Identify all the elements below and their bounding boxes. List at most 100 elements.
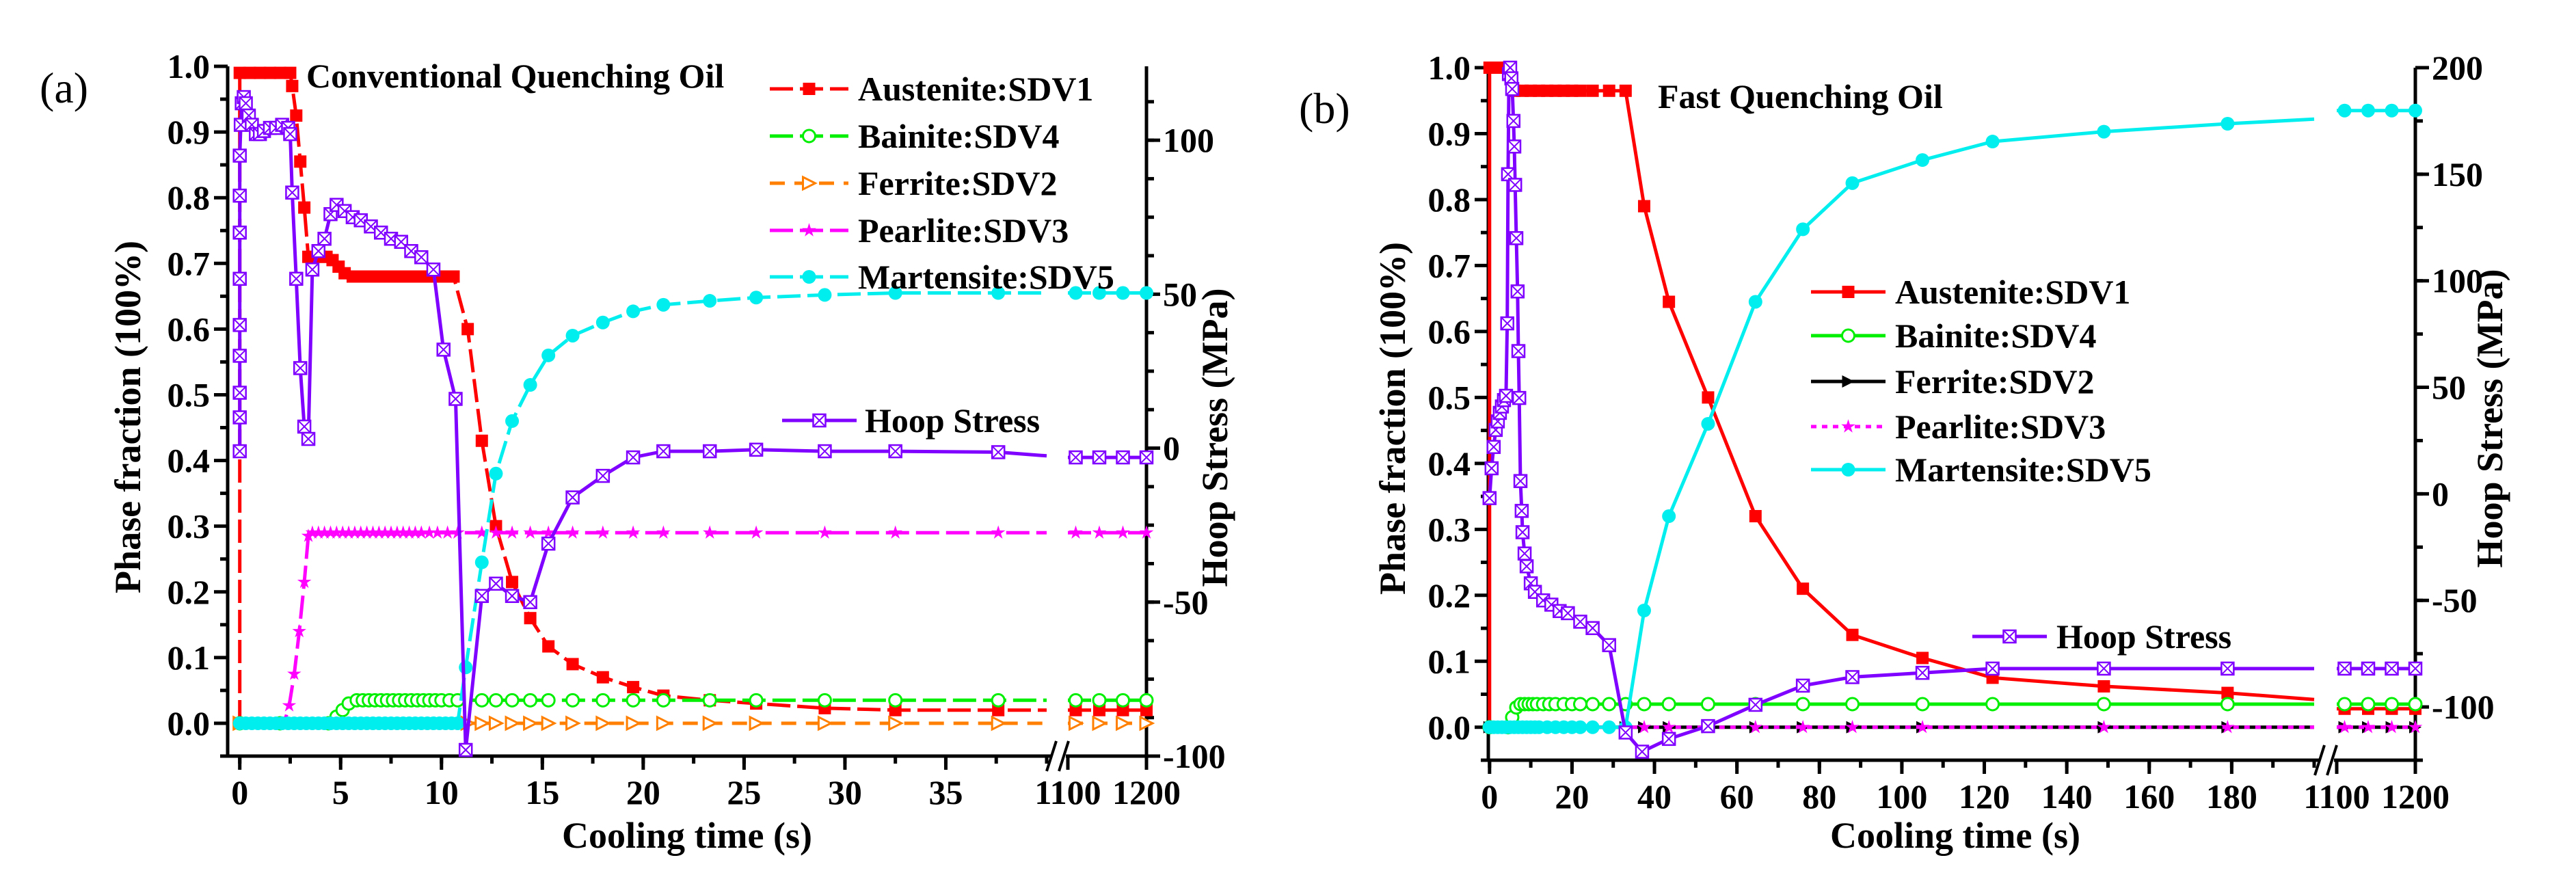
legend-label: Pearlite:SDV3 bbox=[1895, 407, 2106, 446]
data-point bbox=[749, 715, 765, 731]
data-point bbox=[1916, 652, 1929, 664]
data-point bbox=[301, 431, 316, 446]
marker-cross bbox=[1512, 344, 1525, 358]
data-point bbox=[1139, 715, 1155, 731]
y-tick-label: 0.4 bbox=[1428, 444, 1471, 483]
data-point bbox=[523, 525, 537, 539]
data-point bbox=[565, 525, 580, 539]
data-point bbox=[991, 445, 1006, 459]
marker-cross bbox=[1483, 491, 1497, 505]
y-tick-label: 0.3 bbox=[1428, 510, 1471, 548]
data-point bbox=[505, 589, 520, 604]
data-point bbox=[239, 96, 253, 111]
x-tick-label: 0 bbox=[231, 773, 248, 811]
marker-cross bbox=[475, 589, 489, 603]
marker-cross bbox=[283, 127, 297, 141]
marker-cross bbox=[232, 272, 247, 286]
data-point bbox=[364, 219, 378, 234]
data-point bbox=[1795, 720, 1810, 734]
data-point bbox=[1845, 670, 1860, 684]
data-point bbox=[1505, 81, 1520, 96]
data-point bbox=[1585, 621, 1600, 636]
y2-tick-label: 150 bbox=[2432, 155, 2483, 193]
data-point bbox=[1069, 450, 1083, 465]
data-point bbox=[1662, 509, 1676, 524]
marker-cross bbox=[1916, 666, 1929, 680]
data-point bbox=[396, 525, 410, 539]
data-point bbox=[1069, 703, 1082, 716]
marker-cross bbox=[1508, 178, 1522, 192]
marker-cross bbox=[317, 232, 332, 245]
data-point bbox=[461, 323, 474, 336]
data-point bbox=[2408, 720, 2423, 734]
y2-tick-label: 0 bbox=[1163, 429, 1180, 468]
data-point bbox=[232, 225, 247, 240]
y-tick-label: 0.8 bbox=[167, 178, 211, 217]
y2-tick-label: -100 bbox=[2432, 688, 2495, 726]
data-point bbox=[1619, 84, 1632, 97]
legend-label: Austenite:SDV1 bbox=[1895, 273, 2130, 311]
marker-cross bbox=[523, 595, 537, 609]
y2-tick-label: -100 bbox=[1163, 737, 1226, 775]
data-point bbox=[566, 658, 579, 671]
data-point bbox=[2361, 103, 2375, 118]
data-point bbox=[1572, 697, 1587, 712]
data-point bbox=[232, 410, 247, 425]
data-point bbox=[1915, 665, 1930, 680]
data-point bbox=[1637, 603, 1651, 617]
data-point bbox=[458, 742, 473, 757]
marker-cross bbox=[232, 349, 247, 363]
data-point bbox=[992, 703, 1005, 716]
data-point bbox=[1985, 661, 2000, 676]
data-point bbox=[888, 715, 904, 731]
data-point bbox=[1512, 390, 1527, 405]
y-tick-label: 0.7 bbox=[1428, 246, 1471, 284]
data-point bbox=[1092, 525, 1107, 539]
legend-entry: Pearlite:SDV3 bbox=[1811, 407, 2106, 446]
panel-label: (b) bbox=[1299, 84, 1350, 133]
data-point bbox=[290, 109, 303, 122]
data-point bbox=[1509, 231, 1524, 245]
data-point bbox=[2221, 720, 2235, 734]
data-point bbox=[1515, 525, 1530, 539]
marker-cross bbox=[1507, 114, 1520, 128]
data-point bbox=[523, 378, 537, 392]
marker-cross bbox=[232, 189, 247, 202]
data-point bbox=[384, 525, 399, 539]
data-point bbox=[565, 328, 580, 343]
data-point bbox=[459, 660, 473, 675]
legend-entry: Ferrite:SDV2 bbox=[770, 164, 1058, 202]
data-point bbox=[506, 576, 519, 589]
data-point bbox=[541, 693, 556, 708]
data-point bbox=[541, 536, 556, 551]
y-tick-label: 1.0 bbox=[167, 47, 211, 85]
data-point bbox=[488, 693, 503, 708]
x-axis-label: Cooling time (s) bbox=[1830, 815, 2080, 856]
data-point bbox=[1985, 135, 2000, 149]
data-point bbox=[1795, 678, 1810, 693]
data-point bbox=[702, 693, 717, 708]
data-point bbox=[297, 419, 312, 434]
legend-label: Pearlite:SDV3 bbox=[858, 211, 1069, 250]
data-point bbox=[1093, 703, 1105, 716]
data-point bbox=[284, 66, 297, 79]
marker-cross bbox=[459, 743, 472, 757]
y-tick-label: 1.0 bbox=[1428, 49, 1471, 87]
data-point bbox=[1513, 474, 1528, 488]
data-point bbox=[1484, 461, 1499, 476]
data-point bbox=[311, 244, 326, 258]
data-point bbox=[541, 525, 556, 539]
x-tick-label: 15 bbox=[525, 773, 559, 811]
data-point bbox=[354, 270, 367, 283]
y2-tick-label: 100 bbox=[2432, 262, 2483, 300]
marker-cross bbox=[1520, 559, 1533, 574]
legend-marker bbox=[1842, 286, 1855, 298]
data-point bbox=[366, 525, 380, 539]
data-point bbox=[1511, 344, 1526, 358]
marker-cross bbox=[1515, 504, 1529, 518]
marker-cross bbox=[1485, 461, 1499, 475]
axes bbox=[214, 64, 1160, 772]
x-tick-label: 180 bbox=[2206, 777, 2257, 816]
data-point bbox=[360, 525, 374, 539]
data-point bbox=[656, 693, 671, 708]
